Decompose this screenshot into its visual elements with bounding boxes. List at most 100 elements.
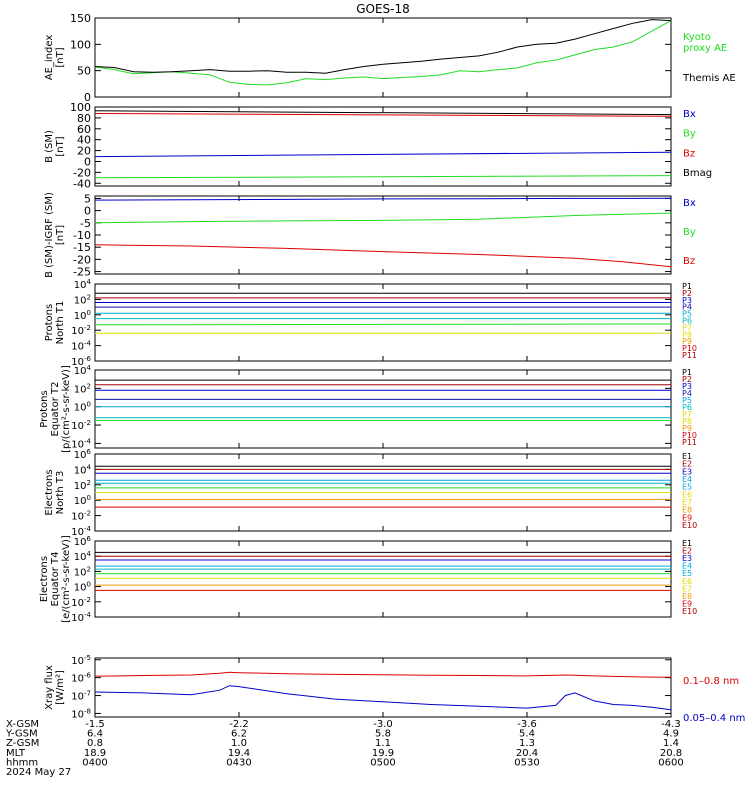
legend-item: By: [683, 227, 696, 238]
y-tick-label: 80: [77, 112, 91, 125]
footer-value: 0500: [370, 757, 395, 768]
y-tick-label: 102: [74, 293, 91, 306]
y-tick-label: 100: [74, 494, 91, 507]
footer-value: 20.8: [660, 748, 682, 759]
legend-item: Bx: [683, 109, 696, 120]
y-tick-label: 60: [77, 123, 91, 136]
legend-item: E6: [682, 490, 692, 499]
footer-value: 19.9: [372, 748, 394, 759]
legend-item: P2: [682, 375, 692, 384]
legend-item: P10: [682, 344, 697, 353]
y-axis-label: B (SM)-IGRF (SM): [44, 192, 55, 278]
legend-item: P6: [682, 317, 692, 326]
legend-item: P5: [682, 310, 692, 319]
legend-item: E3: [682, 467, 692, 476]
legend-item: E5: [682, 483, 692, 492]
footer-row-label: hhmm: [6, 757, 38, 768]
footer-value: 0600: [658, 757, 683, 768]
y-tick-label: 100: [74, 401, 91, 414]
series-0.05–0.4-nm: [94, 685, 672, 711]
footer-value: 0.8: [87, 738, 103, 749]
panel-frame: [94, 369, 672, 449]
footer-value: -3.6: [517, 719, 537, 730]
panel-ee: 10-4 10-2 100 102 104 106 Electrons Equator T4[…: [39, 535, 697, 624]
legend-item: P9: [682, 337, 692, 346]
footer-value: 6.2: [231, 729, 247, 740]
panel-bdiff: -25-20-15-10-505 B (SM)-IGRF (SM) [nT] Bx By…: [44, 192, 696, 279]
y-tick-label: 10-7: [71, 690, 91, 703]
y-axis-label: [W/m²]: [55, 670, 66, 705]
series-By: [94, 175, 672, 179]
footer-value: -3.0: [373, 719, 393, 730]
panel-frame: [94, 283, 672, 362]
legend-item: E8: [682, 592, 692, 601]
y-tick-label: -20: [73, 253, 91, 266]
y-tick-label: 10-2: [71, 324, 91, 337]
y-axis-label: [nT]: [55, 225, 66, 245]
footer-row-label: MLT: [6, 748, 26, 759]
legend-item: E2: [682, 460, 692, 469]
y-tick-label: -10: [73, 229, 91, 242]
y-tick-label: 10-2: [71, 510, 91, 523]
series-Bz: [94, 113, 672, 117]
y-axis-label: Protons: [44, 304, 55, 341]
y-axis-label: North T3: [55, 471, 66, 515]
footer-row-label: Y-GSM: [5, 729, 38, 740]
y-tick-label: 104: [74, 550, 92, 563]
y-tick-label: -15: [73, 241, 91, 254]
y-tick-label: 10-2: [71, 596, 91, 609]
y-axis-label: Electrons: [44, 469, 55, 515]
legend-item: E4: [682, 475, 692, 484]
legend-item: P11: [682, 438, 697, 447]
y-tick-label: -5: [80, 217, 91, 230]
legend-item: E7: [682, 584, 692, 593]
footer-date: 2024 May 27: [6, 767, 71, 778]
legend-item: E7: [682, 498, 692, 507]
legend-item: Bz: [683, 256, 695, 267]
series-P7: [94, 323, 672, 326]
y-tick-label: 102: [74, 382, 91, 395]
y-tick-label: 100: [74, 581, 91, 594]
legend-item: P10: [682, 431, 697, 440]
y-tick-label: 50: [77, 65, 91, 78]
y-axis-label: [p/(cm²-s-sr-keV)]: [61, 365, 72, 453]
legend-item: proxy AE: [683, 43, 727, 54]
legend-item: P4: [682, 303, 692, 312]
chart-title: GOES-18: [356, 2, 410, 16]
legend-item: E9: [682, 513, 692, 522]
y-tick-label: 40: [77, 134, 91, 147]
legend-item: P8: [682, 417, 692, 426]
y-tick-label: 100: [70, 38, 91, 51]
y-axis-label: Equator T2: [50, 382, 61, 437]
footer-value: 1.0: [231, 738, 247, 749]
legend-item: P7: [682, 323, 692, 332]
legend-item: Bz: [683, 148, 695, 159]
y-tick-label: 100: [70, 101, 91, 114]
series-Bx: [94, 151, 672, 158]
y-tick-label: 0: [84, 91, 91, 104]
series-Themis-AE: [94, 19, 672, 74]
y-tick-label: 102: [74, 479, 91, 492]
y-axis-label: Xray flux: [44, 665, 55, 710]
footer-value: 18.9: [84, 748, 106, 759]
legend-item: E2: [682, 547, 692, 556]
y-tick-label: 10-4: [71, 340, 91, 353]
panel-frame: [94, 657, 672, 718]
legend-item: P4: [682, 389, 692, 398]
legend-item: P1: [682, 368, 692, 377]
legend-item: P2: [682, 289, 692, 298]
y-tick-label: 150: [70, 12, 91, 25]
footer-value: 6.4: [87, 729, 103, 740]
panel-frame: [94, 195, 672, 275]
legend-item: P11: [682, 351, 697, 360]
footer-value: 20.4: [516, 748, 538, 759]
legend-item: E8: [682, 506, 692, 515]
legend-item: 0.05–0.4 nm: [683, 713, 745, 724]
footer-value: 1.4: [663, 738, 679, 749]
